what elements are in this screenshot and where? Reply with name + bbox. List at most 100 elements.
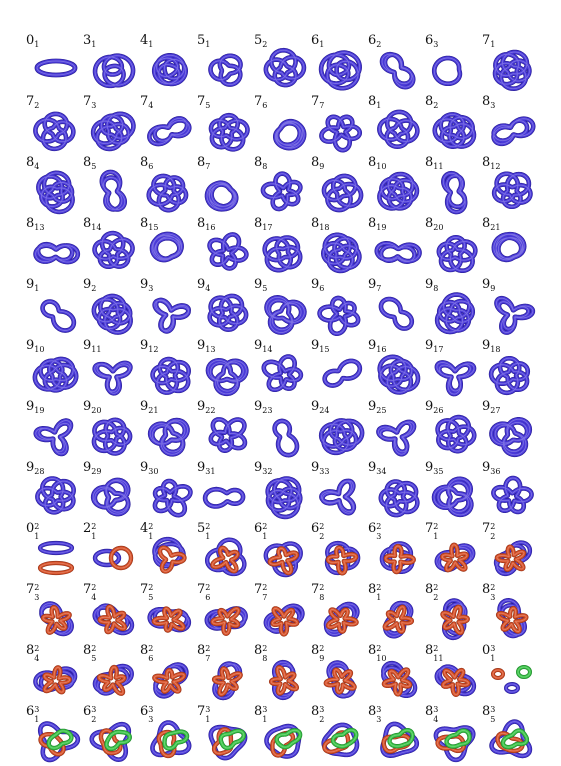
knot-cell: 98 — [425, 278, 482, 339]
knot-crossing-number: 9 — [311, 399, 320, 414]
knot-diagram — [318, 50, 362, 91]
knot-crossing-number: 7 — [140, 94, 149, 109]
knot-label: 933 — [311, 461, 329, 478]
knot-crossing-number: 9 — [197, 338, 206, 353]
knot-index: 2 — [376, 40, 382, 49]
knot-label: 934 — [368, 461, 386, 478]
knot-crossing-number: 8 — [197, 643, 206, 658]
knot-table: 01 31 41 51 52 61 62 63 71 72 73 74 75 76 77 81 82 83 84 85… — [26, 33, 539, 763]
knot-diagram — [319, 114, 363, 153]
knot-index: 1 — [148, 532, 154, 541]
knot-index: 20 — [433, 223, 444, 232]
knot-diagram — [431, 55, 463, 87]
knot-crossing-number: 6 — [425, 33, 434, 48]
knot-crossing-number: 9 — [254, 277, 263, 292]
knot-label: 51 — [197, 34, 210, 51]
knot-crossing-number: 8 — [26, 643, 35, 658]
knot-crossing-number: 0 — [26, 33, 35, 48]
knot-diagram — [33, 111, 76, 152]
knot-label: 935 — [425, 461, 443, 478]
knot-index: 27 — [490, 406, 501, 415]
knot-label: 921 — [140, 400, 158, 417]
knot-diagram — [92, 230, 135, 270]
knot-crossing-number: 4 — [140, 521, 149, 536]
knot-crossing-number: 0 — [26, 521, 35, 536]
knot-index: 9 — [490, 284, 496, 293]
knot-cell: 92 — [83, 278, 140, 339]
knot-cell: 71 — [482, 34, 539, 95]
knot-label: 911 — [83, 339, 101, 356]
knot-index: 1 — [262, 532, 268, 541]
knot-cell: 31 — [83, 34, 140, 95]
knot-cell: 914 — [254, 339, 311, 400]
knot-label: 96 — [311, 278, 324, 295]
knot-crossing-number: 6 — [311, 33, 320, 48]
knot-label: 74 — [140, 95, 153, 112]
knot-diagram — [152, 478, 193, 518]
knot-index: 4 — [205, 284, 211, 293]
knot-diagram — [208, 724, 248, 761]
knot-diagram — [37, 721, 81, 763]
knot-crossing-number: 7 — [482, 521, 491, 536]
knot-index: 1 — [34, 715, 40, 724]
knot-crossing-number: 8 — [311, 643, 320, 658]
knot-index: 1 — [490, 654, 496, 663]
knot-index: 3 — [376, 715, 382, 724]
knot-index: 2 — [433, 593, 439, 602]
knot-label: 926 — [425, 400, 443, 417]
knot-crossing-number: 2 — [83, 521, 92, 536]
knot-index: 22 — [205, 406, 216, 415]
knot-index: 4 — [34, 654, 40, 663]
knot-crossing-number: 8 — [368, 94, 377, 109]
knot-crossing-number: 8 — [368, 155, 377, 170]
knot-cell: 816 — [197, 217, 254, 278]
knot-crossing-number: 7 — [197, 704, 206, 719]
knot-crossing-number: 9 — [140, 399, 149, 414]
knot-index: 6 — [319, 284, 325, 293]
knot-index: 1 — [34, 40, 40, 49]
knot-diagram — [431, 476, 474, 518]
knot-diagram — [91, 417, 133, 456]
knot-crossing-number: 9 — [254, 399, 263, 414]
knot-index: 13 — [205, 345, 216, 354]
knot-diagram — [90, 111, 136, 152]
knot-index: 8 — [262, 162, 268, 171]
knot-label: 72 — [26, 95, 39, 112]
knot-diagram — [265, 476, 303, 520]
knot-crossing-number: 7 — [311, 582, 320, 597]
knot-components: 2 — [34, 522, 40, 531]
knot-index: 8 — [262, 654, 268, 663]
knot-cell: 810 — [368, 156, 425, 217]
knot-index: 4 — [34, 162, 40, 171]
knot-crossing-number: 8 — [26, 216, 35, 231]
knot-index: 25 — [376, 406, 387, 415]
knot-diagram — [39, 601, 74, 637]
knot-label: 936 — [482, 461, 500, 478]
knot-index: 5 — [91, 654, 97, 663]
knot-crossing-number: 8 — [254, 155, 263, 170]
knot-components: 2 — [319, 522, 325, 531]
knot-crossing-number: 9 — [197, 460, 206, 475]
knot-label: 84 — [26, 156, 39, 173]
knot-crossing-number: 6 — [311, 521, 320, 536]
knot-cell: 813 — [26, 217, 83, 278]
knot-crossing-number: 8 — [311, 216, 320, 231]
knot-crossing-number: 8 — [482, 94, 491, 109]
knot-label: 52 — [254, 34, 267, 51]
knot-index: 2 — [91, 284, 97, 293]
knot-crossing-number: 9 — [482, 460, 491, 475]
knot-crossing-number: 4 — [140, 33, 149, 48]
knot-cell: 812 — [482, 156, 539, 217]
knot-cell: 935 — [425, 461, 482, 522]
knot-label: 89 — [311, 156, 324, 173]
knot-cell: 911 — [83, 339, 140, 400]
knot-cell: 929 — [83, 461, 140, 522]
knot-index: 5 — [262, 284, 268, 293]
